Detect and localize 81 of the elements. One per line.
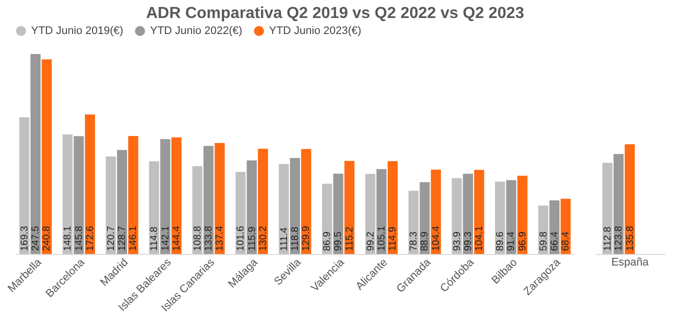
data-label: 142.1: [160, 226, 172, 251]
bar: [278, 164, 289, 254]
data-label: 93.9: [452, 231, 463, 251]
data-label: 114.9: [388, 226, 399, 251]
data-label: 99.5: [333, 231, 344, 251]
data-label: 104.4: [430, 226, 442, 251]
data-label: 144.4: [171, 226, 182, 251]
data-label: 111.4: [278, 227, 290, 251]
bar: [74, 136, 84, 254]
data-label: 247.5: [30, 226, 42, 251]
bar: [160, 139, 170, 254]
data-label: 172.6: [84, 226, 96, 251]
bar: [474, 170, 484, 254]
bar: [517, 176, 528, 254]
data-label: 130.2: [258, 226, 269, 251]
data-label: 99.3: [462, 231, 474, 251]
data-label: 101.6: [236, 226, 247, 251]
bar: [128, 136, 138, 254]
bar: [506, 180, 516, 254]
bar: [19, 117, 30, 254]
bar: [430, 170, 441, 254]
data-label: 145.8: [74, 226, 85, 251]
data-label: 112.8: [602, 226, 614, 251]
data-label: 120.7: [106, 226, 117, 251]
bar: [333, 174, 344, 254]
bar: [30, 54, 41, 254]
bar: [344, 160, 354, 254]
bar: [106, 156, 116, 254]
data-label: 240.8: [42, 226, 53, 251]
data-label: 96.9: [517, 231, 528, 251]
data-label: 148.1: [62, 226, 74, 251]
data-label: 99.2: [365, 231, 376, 251]
bar: [84, 114, 95, 254]
bar: [203, 146, 214, 254]
data-label: 59.8: [538, 231, 550, 251]
data-label: 123.8: [614, 226, 625, 251]
bar: [420, 182, 430, 254]
data-label: 89.6: [495, 231, 506, 251]
bar: [462, 174, 474, 254]
data-label: 115.9: [246, 226, 258, 251]
data-label: 86.9: [322, 231, 334, 251]
data-label: 114.8: [149, 226, 160, 251]
x-tick-label: España: [611, 256, 650, 268]
bar: [376, 169, 387, 254]
data-label: 137.4: [214, 226, 226, 251]
bar: [408, 190, 419, 254]
bar: [290, 158, 300, 254]
bar: [258, 148, 268, 254]
legend-label: YTD Junio 2022(€): [150, 25, 242, 37]
data-label: 169.3: [19, 226, 30, 251]
data-label: 78.3: [408, 231, 420, 251]
data-label: 128.7: [117, 226, 128, 251]
data-label: 68.4: [560, 231, 572, 251]
bar: [452, 178, 462, 254]
data-label: 115.2: [344, 226, 356, 251]
data-label: 88.9: [420, 231, 431, 251]
chart-title: ADR Comparativa Q2 2019 vs Q2 2022 vs Q2 2023: [146, 5, 524, 22]
legend-label: YTD Junio 2023(€): [269, 25, 362, 37]
data-label: 135.8: [624, 226, 636, 251]
bar: [365, 174, 376, 254]
bar: [214, 142, 225, 254]
data-label: 108.8: [192, 226, 204, 251]
bar: [388, 161, 398, 254]
bar: [301, 149, 312, 254]
data-label: 129.9: [301, 226, 312, 251]
data-label: 104.1: [474, 226, 486, 251]
data-label: 146.1: [128, 226, 140, 251]
bar: [538, 206, 548, 254]
bar: [171, 137, 182, 254]
data-label: 118.8: [290, 226, 301, 251]
legend-label: YTD Junio 2019(€): [31, 25, 124, 37]
data-label: 91.4: [506, 231, 518, 251]
bar: [42, 59, 52, 254]
bar: [149, 161, 160, 254]
bar: [246, 160, 257, 254]
bar: [236, 172, 246, 254]
bar: [62, 134, 73, 254]
data-label: 66.4: [549, 231, 560, 251]
data-label: 133.8: [204, 226, 215, 251]
bar: [116, 150, 128, 254]
data-label: 105.1: [376, 226, 388, 251]
